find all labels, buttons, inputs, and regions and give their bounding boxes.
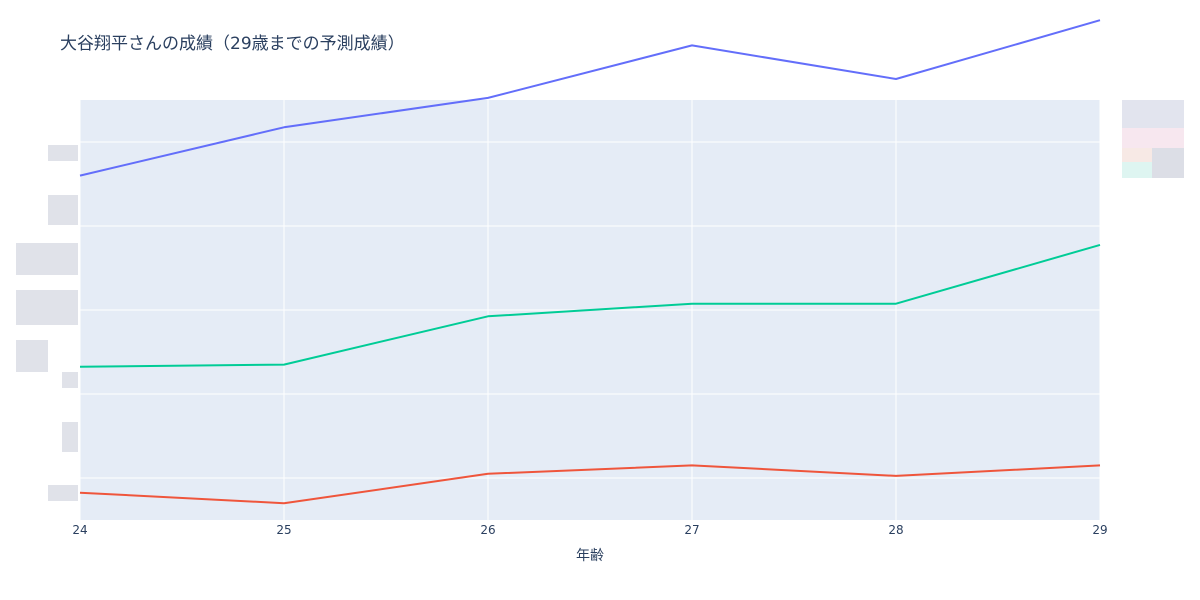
- x-tick-label: 28: [888, 523, 903, 537]
- gridlines: [79, 57, 1101, 520]
- series-line-1: [79, 19, 1101, 177]
- x-tick-label: 26: [480, 523, 495, 537]
- x-tick-label: 25: [276, 523, 291, 537]
- x-tick-label: 29: [1092, 523, 1107, 537]
- series-line-2: [79, 243, 1101, 368]
- legend-obscured: [1122, 100, 1184, 178]
- x-tick-label: 24: [72, 523, 87, 537]
- x-tick-labels: 24 25 26 27 28 29: [72, 523, 1107, 537]
- x-axis-title: 年齢: [576, 548, 604, 564]
- y-axis-labels-obscured: [16, 145, 78, 501]
- series-line-3: [79, 464, 1101, 505]
- series-lines: [79, 19, 1101, 505]
- chart-title: 大谷翔平さんの成績（29歳までの予測成績）: [60, 34, 405, 54]
- x-tick-label: 27: [684, 523, 699, 537]
